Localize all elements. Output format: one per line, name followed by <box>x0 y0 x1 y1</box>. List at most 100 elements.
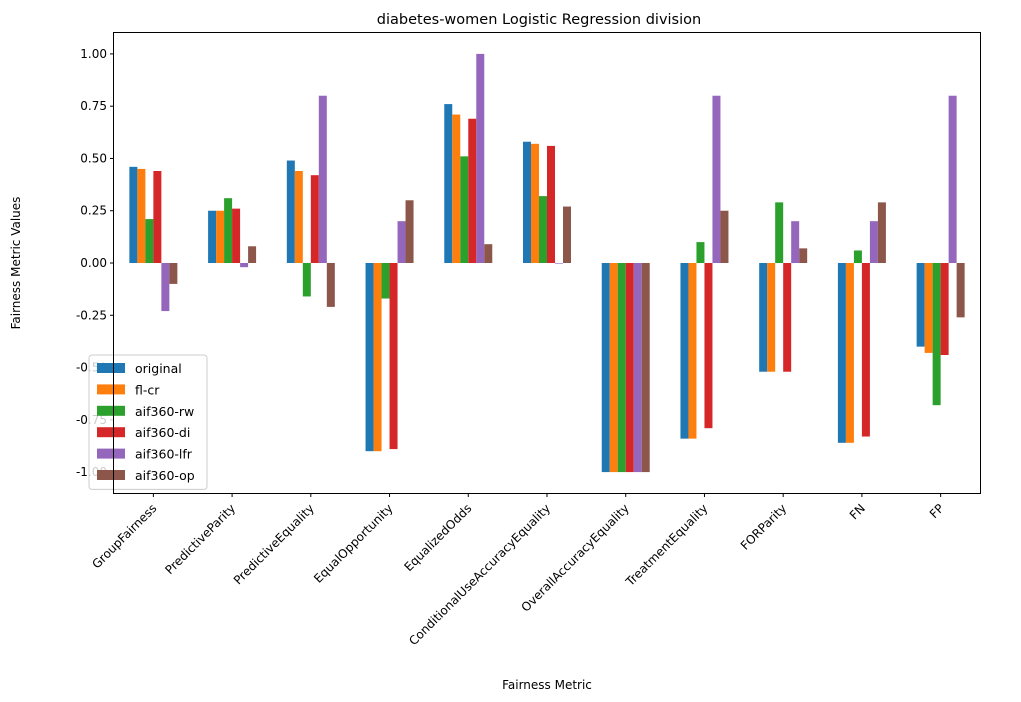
bar-aif360-op-OverallAccuracyEquality <box>641 263 650 473</box>
y-tick-label: 0.75 <box>80 99 107 113</box>
bar-original-FP <box>916 263 925 347</box>
x-tick-label: FN <box>847 501 868 522</box>
legend-swatch-aif360-di <box>97 427 125 438</box>
legend-swatch-aif360-rw <box>97 405 125 416</box>
legend-swatch-aif360-op <box>97 470 125 480</box>
legend-label-aif360-op: aif360-op <box>135 468 195 483</box>
x-tick-label: PredictiveEquality <box>231 501 317 587</box>
bar-original-ConditionalUseAccuracyEquality <box>523 141 531 263</box>
x-tick-label: EqualOpportunity <box>311 501 396 586</box>
bar-aif360-op-FN <box>877 202 886 263</box>
plot-area <box>129 53 965 473</box>
y-axis: 1.000.750.500.250.00-0.25-0.50-0.75-1.00 <box>76 47 114 479</box>
bar-aif360-lfr-FN <box>869 221 878 263</box>
bar-original-FORParity <box>759 263 768 372</box>
y-axis-label: Fairness Metric Values <box>9 197 23 330</box>
bar-original-GroupFairness <box>129 166 138 263</box>
bar-aif360-rw-PredictiveParity <box>224 198 233 263</box>
bar-original-EqualOpportunity <box>365 263 374 452</box>
bar-fl-cr-FORParity <box>767 263 776 372</box>
x-axis-label: Fairness Metric <box>502 678 592 692</box>
bar-fl-cr-FN <box>845 263 854 443</box>
bar-fl-cr-TreatmentEquality <box>688 263 697 439</box>
y-tick-label: 0.50 <box>80 151 107 165</box>
x-tick-label: FP <box>927 501 947 521</box>
bar-aif360-rw-OverallAccuracyEquality <box>617 263 626 473</box>
bar-fl-cr-PredictiveEquality <box>294 171 303 263</box>
bar-fl-cr-ConditionalUseAccuracyEquality <box>531 143 539 263</box>
x-tick-label: EqualizedOdds <box>402 501 475 574</box>
bar-aif360-rw-FN <box>853 250 862 263</box>
bar-fl-cr-EqualizedOdds <box>452 114 461 263</box>
bar-aif360-di-ConditionalUseAccuracyEquality <box>547 145 555 263</box>
x-tick-label: FORParity <box>738 501 789 552</box>
bar-aif360-di-EqualizedOdds <box>468 118 477 264</box>
legend-swatch-aif360-lfr <box>97 448 125 459</box>
bar-aif360-op-PredictiveEquality <box>326 263 335 307</box>
bar-aif360-rw-TreatmentEquality <box>696 242 705 263</box>
bar-aif360-di-EqualOpportunity <box>389 263 398 450</box>
bar-aif360-lfr-TreatmentEquality <box>712 95 721 264</box>
bar-original-TreatmentEquality <box>680 263 689 439</box>
bar-aif360-rw-PredictiveEquality <box>302 263 311 297</box>
bar-aif360-di-FP <box>940 263 949 355</box>
bar-aif360-di-FN <box>861 263 870 437</box>
legend-label-fl-cr: fl-cr <box>135 382 160 397</box>
bar-fl-cr-PredictiveParity <box>216 210 225 263</box>
legend-swatch-original <box>97 363 125 373</box>
bar-aif360-di-PredictiveParity <box>232 208 241 263</box>
bar-aif360-rw-EqualizedOdds <box>460 156 469 263</box>
bar-aif360-rw-FP <box>932 263 941 406</box>
bar-aif360-op-PredictiveParity <box>248 246 257 263</box>
y-tick-label: 1.00 <box>80 47 107 61</box>
bar-fl-cr-GroupFairness <box>137 168 146 263</box>
bar-aif360-lfr-EqualizedOdds <box>476 53 485 264</box>
bar-original-FN <box>837 263 846 443</box>
bar-aif360-di-GroupFairness <box>153 171 162 263</box>
bar-aif360-lfr-ConditionalUseAccuracyEquality <box>555 263 563 264</box>
legend-label-original: original <box>135 361 182 376</box>
bar-aif360-op-FP <box>956 263 965 318</box>
bar-aif360-lfr-FP <box>948 95 957 264</box>
bar-aif360-lfr-PredictiveEquality <box>318 95 327 264</box>
bar-original-OverallAccuracyEquality <box>601 263 610 473</box>
legend-label-aif360-di: aif360-di <box>135 425 190 440</box>
bar-aif360-op-EqualOpportunity <box>405 200 414 263</box>
bar-aif360-op-EqualizedOdds <box>484 244 493 263</box>
bar-aif360-di-FORParity <box>783 263 792 372</box>
x-axis: GroupFairness PredictiveParityPredictiveE… <box>89 493 947 648</box>
bar-aif360-lfr-GroupFairness <box>161 263 170 312</box>
bar-original-EqualizedOdds <box>444 104 453 263</box>
bar-aif360-op-ConditionalUseAccuracyEquality <box>563 206 571 263</box>
x-tick-label: ConditionalUseAccuracyEquality <box>406 501 553 648</box>
bar-fl-cr-OverallAccuracyEquality <box>609 263 618 473</box>
bar-aif360-op-TreatmentEquality <box>720 210 729 263</box>
legend: original fl-cr aif360-rw aif360-di aif360-lf… <box>88 354 208 490</box>
plot-frame <box>113 32 981 494</box>
bar-original-PredictiveEquality <box>286 160 295 263</box>
bar-aif360-lfr-PredictiveParity <box>240 263 249 268</box>
x-tick-label: GroupFairness <box>89 501 159 571</box>
chart-title: diabetes-women Logistic Regression divis… <box>377 12 701 28</box>
bar-aif360-lfr-OverallAccuracyEquality <box>633 263 642 473</box>
bar-aif360-lfr-FORParity <box>791 221 800 263</box>
bar-aif360-op-FORParity <box>799 248 808 263</box>
x-tick-label: PredictiveParity <box>162 501 238 577</box>
bar-aif360-rw-EqualOpportunity <box>381 263 390 299</box>
legend-swatch-fl-cr <box>97 384 125 395</box>
legend-label-aif360-rw: aif360-rw <box>135 404 194 419</box>
bar-aif360-di-TreatmentEquality <box>704 263 713 429</box>
bar-aif360-di-PredictiveEquality <box>310 175 319 263</box>
bar-aif360-rw-ConditionalUseAccuracyEquality <box>539 196 547 263</box>
x-tick-label: TreatmentEquality <box>622 501 710 589</box>
bar-aif360-lfr-EqualOpportunity <box>397 221 406 263</box>
y-tick-label: -0.25 <box>76 308 107 322</box>
bar-aif360-rw-FORParity <box>775 202 784 263</box>
bar-fl-cr-EqualOpportunity <box>373 263 382 452</box>
bar-aif360-rw-GroupFairness <box>145 219 154 263</box>
bar-fl-cr-FP <box>924 263 933 353</box>
y-tick-label: 0.00 <box>80 256 107 270</box>
bar-aif360-di-OverallAccuracyEquality <box>625 263 634 473</box>
y-tick-label: 0.25 <box>80 204 107 218</box>
